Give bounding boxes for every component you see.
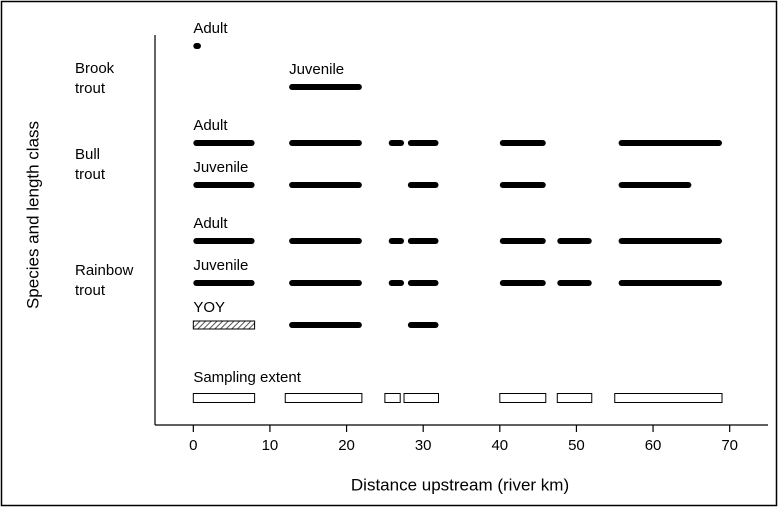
range-bar: [499, 140, 546, 146]
range-bar: [388, 140, 405, 146]
range-bar: [407, 238, 439, 244]
range-bar: [618, 280, 723, 286]
row-label: Juvenile: [193, 159, 248, 176]
group-label: Bull: [75, 146, 100, 163]
group-label: trout: [75, 80, 106, 97]
group-label: trout: [75, 166, 106, 183]
row-label: Adult: [193, 117, 228, 134]
x-tick-label: 10: [262, 437, 279, 454]
range-bar: [388, 280, 405, 286]
range-bar: [289, 280, 362, 286]
range-bar: [499, 182, 546, 188]
range-bar: [192, 320, 256, 330]
sampling-box: [192, 393, 256, 403]
range-bar: [289, 322, 362, 328]
range-bar: [193, 238, 255, 244]
group-label: Brook: [75, 60, 115, 77]
range-bar: [618, 182, 692, 188]
x-tick-label: 30: [415, 437, 432, 454]
sampling-box: [556, 393, 593, 403]
sampling-box: [499, 393, 547, 403]
x-tick-label: 20: [338, 437, 355, 454]
x-axis-label: Distance upstream (river km): [351, 475, 569, 494]
range-bar: [499, 280, 546, 286]
group-label: Rainbow: [75, 262, 134, 279]
range-bar: [407, 182, 439, 188]
sampling-box: [384, 393, 401, 403]
row-label: Juvenile: [193, 257, 248, 274]
x-tick-label: 60: [645, 437, 662, 454]
sampling-box: [403, 393, 440, 403]
range-bar: [289, 182, 362, 188]
range-bar: [407, 280, 439, 286]
range-bar: [557, 238, 592, 244]
x-tick-label: 70: [721, 437, 738, 454]
sampling-box: [284, 393, 363, 403]
range-bar: [499, 238, 546, 244]
range-bar: [388, 238, 405, 244]
range-bar: [193, 280, 255, 286]
y-axis-label: Species and length class: [23, 121, 42, 309]
row-label: Adult: [193, 215, 228, 232]
range-bar: [193, 140, 255, 146]
range-bar: [618, 238, 723, 244]
range-bar: [289, 140, 362, 146]
range-bar: [193, 182, 255, 188]
range-bar: [193, 43, 201, 49]
x-tick-label: 0: [189, 437, 197, 454]
x-tick-label: 40: [491, 437, 508, 454]
group-label: trout: [75, 282, 106, 299]
range-bar: [557, 280, 592, 286]
range-bar: [289, 238, 362, 244]
row-label: Adult: [193, 20, 228, 37]
x-tick-label: 50: [568, 437, 585, 454]
row-label: YOY: [193, 299, 225, 316]
range-bar: [618, 140, 723, 146]
sampling-box: [614, 393, 723, 403]
range-bar: [407, 322, 439, 328]
row-label: Sampling extent: [193, 369, 301, 386]
range-bar: [407, 140, 439, 146]
range-bar: [289, 84, 362, 90]
row-label: Juvenile: [289, 61, 344, 78]
